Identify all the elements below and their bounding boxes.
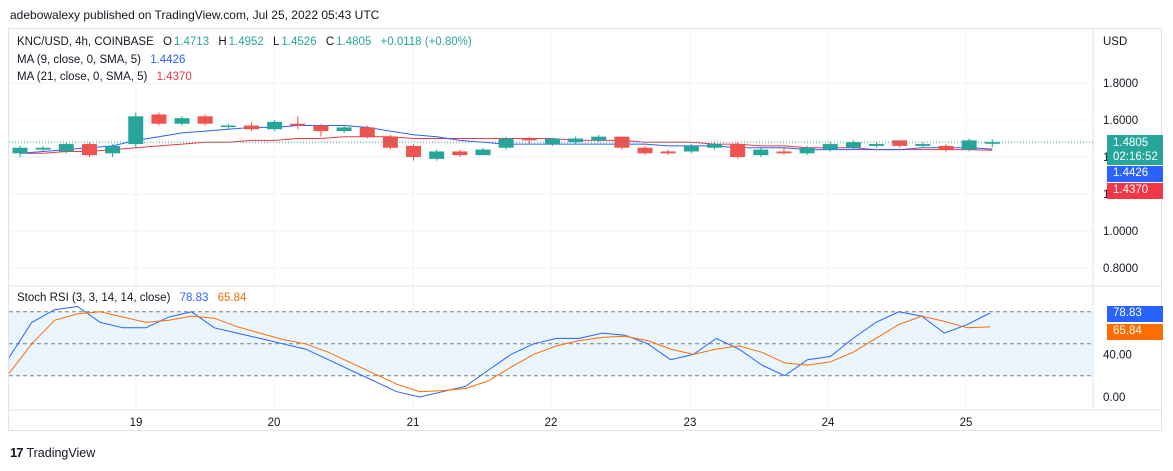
- tradingview-logo-icon: 17: [10, 445, 24, 460]
- candle-body[interactable]: [938, 145, 954, 150]
- close-label: C: [325, 36, 335, 48]
- open-label: O: [162, 36, 172, 48]
- candle-body[interactable]: [544, 138, 560, 145]
- date-tick-label: 19: [130, 417, 143, 429]
- candle-body[interactable]: [915, 144, 931, 146]
- candle-body[interactable]: [197, 116, 213, 124]
- date-tick-label: 24: [822, 417, 835, 429]
- candle-body[interactable]: [244, 125, 259, 130]
- candle-body[interactable]: [799, 147, 815, 154]
- price-tick-label: 1.6000: [1103, 115, 1138, 127]
- close-value: 1.4805: [336, 36, 372, 48]
- candle-body[interactable]: [591, 136, 607, 141]
- candle-body[interactable]: [290, 123, 306, 126]
- candle-body[interactable]: [220, 125, 236, 128]
- stoch-rsi-d-value: 65.84: [217, 292, 247, 304]
- ma9-price-tag: 1.4426: [1107, 166, 1163, 182]
- candle-body[interactable]: [683, 145, 699, 152]
- price-tick-label: 0.8000: [1103, 263, 1138, 275]
- rsi-k-tag: 78.83: [1107, 306, 1163, 322]
- published-by-text: adebowalexy published on TradingView.com…: [10, 8, 380, 22]
- rsi-tick-label: 40.00: [1103, 349, 1132, 361]
- candle-body[interactable]: [452, 151, 468, 156]
- change-value: +0.0118 (+0.80%): [380, 36, 472, 48]
- currency-label: USD: [1103, 36, 1128, 48]
- candle-body[interactable]: [267, 121, 283, 130]
- candle-body[interactable]: [869, 144, 885, 146]
- date-tick-label: 22: [545, 417, 558, 429]
- symbol-label: KNC/USD, 4h, COINBASE: [17, 36, 154, 48]
- candle-body[interactable]: [568, 138, 584, 143]
- candle-body[interactable]: [892, 140, 908, 146]
- low-value: 1.4526: [281, 36, 317, 48]
- candle-body[interactable]: [660, 151, 676, 154]
- candle-body[interactable]: [845, 142, 861, 148]
- candle-body[interactable]: [81, 144, 97, 156]
- tradingview-logo[interactable]: 17 TradingView: [10, 445, 95, 460]
- stoch-rsi-legend[interactable]: Stoch RSI (3, 3, 14, 14, close) 78.83 65…: [17, 292, 248, 304]
- stoch-rsi-d-line: [8, 311, 991, 393]
- candle-body[interactable]: [822, 144, 838, 150]
- candle-body[interactable]: [359, 127, 375, 137]
- price-tick-label: 1.0000: [1103, 226, 1138, 238]
- stoch-rsi-k-line: [8, 305, 991, 398]
- candle-body[interactable]: [753, 149, 769, 156]
- candle-body[interactable]: [174, 118, 190, 124]
- low-label: L: [273, 36, 280, 48]
- candle-body[interactable]: [313, 125, 329, 132]
- candle-body[interactable]: [984, 142, 1000, 144]
- price-tick-label: 1.8000: [1103, 78, 1138, 90]
- rsi-tick-label: 0.00: [1103, 392, 1125, 404]
- candle-body[interactable]: [336, 127, 352, 132]
- ma9-label: MA (9, close, 0, SMA, 5): [17, 54, 141, 66]
- ma21-price-tag: 1.4370: [1107, 183, 1163, 199]
- open-value: 1.4713: [173, 36, 210, 48]
- countdown-value: 02:16:52: [1113, 151, 1158, 163]
- candle-body[interactable]: [105, 145, 121, 154]
- last-price-tag: 1.4805 02:16:52: [1107, 135, 1163, 165]
- ma9-value: 1.4426: [150, 54, 186, 66]
- candle-body[interactable]: [776, 151, 792, 154]
- date-tick-label: 23: [684, 417, 697, 429]
- ma21-value: 1.4370: [156, 71, 192, 83]
- candle-body[interactable]: [730, 144, 746, 157]
- stoch-rsi-label: Stoch RSI (3, 3, 14, 14, close): [17, 292, 171, 304]
- high-value: 1.4952: [228, 36, 264, 48]
- candle-body[interactable]: [521, 138, 537, 141]
- chart-frame: [8, 28, 1162, 431]
- date-tick-label: 20: [268, 417, 281, 429]
- ma21-label: MA (21, close, 0, SMA, 5): [17, 71, 148, 83]
- last-price-value: 1.4805: [1113, 137, 1149, 149]
- candle-body[interactable]: [475, 149, 491, 156]
- candle-body[interactable]: [58, 144, 74, 152]
- candle-body[interactable]: [406, 145, 422, 157]
- candle-body[interactable]: [429, 151, 445, 159]
- high-label: H: [218, 36, 227, 48]
- candle-body[interactable]: [151, 114, 167, 124]
- candle-body[interactable]: [498, 138, 514, 148]
- candle-body[interactable]: [12, 147, 28, 154]
- rsi-d-tag: 65.84: [1107, 324, 1163, 340]
- candle-body[interactable]: [637, 147, 653, 154]
- candle-body[interactable]: [707, 144, 722, 148]
- candle-body[interactable]: [35, 147, 51, 150]
- ma21-legend[interactable]: MA (21, close, 0, SMA, 5) 1.4370: [17, 71, 194, 83]
- candle-body[interactable]: [961, 140, 977, 150]
- tradingview-brand: TradingView: [26, 445, 96, 460]
- stoch-rsi-k-value: 78.83: [179, 292, 209, 304]
- ma9-legend[interactable]: MA (9, close, 0, SMA, 5) 1.4426: [17, 54, 187, 66]
- date-tick-label: 25: [960, 417, 973, 429]
- date-tick-label: 21: [407, 417, 420, 429]
- candle-body[interactable]: [128, 116, 144, 145]
